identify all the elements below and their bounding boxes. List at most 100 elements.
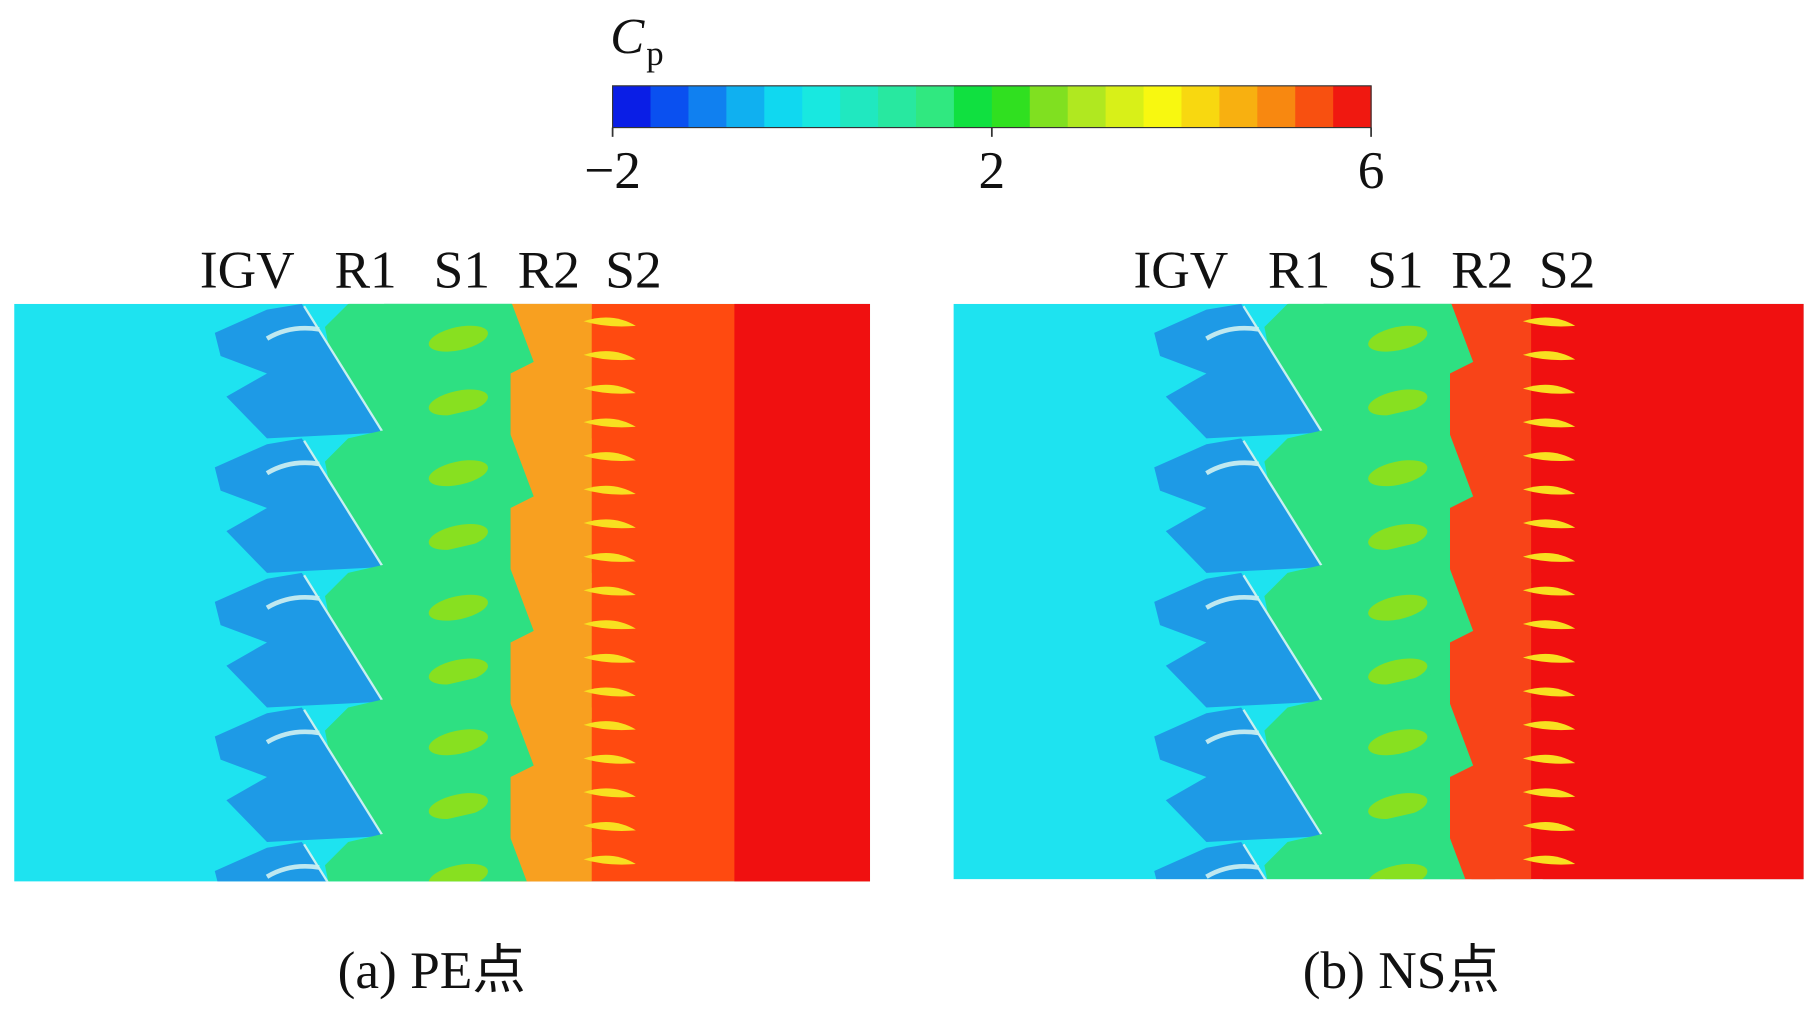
- s2-blade: [584, 957, 636, 966]
- s2-blade: [583, 351, 636, 361]
- s1-blade: [1368, 325, 1428, 352]
- s2-blade: [583, 317, 636, 327]
- colorbar-segment: [688, 85, 727, 128]
- s2-blade: [584, 923, 636, 932]
- shock-line: [303, 709, 384, 837]
- blade-row-label: IGV: [200, 240, 295, 300]
- colorbar-segment: [915, 85, 955, 128]
- shock-line: [303, 305, 384, 434]
- colorbar-segment: [726, 85, 765, 128]
- s2-blade: [583, 384, 636, 394]
- s2-blade: [1523, 217, 1575, 226]
- s1-blade: [428, 460, 488, 487]
- s1-blade: [1368, 594, 1428, 621]
- shock-line: [1242, 305, 1324, 434]
- colorbar-segment: [1219, 85, 1258, 128]
- region-r1: [1264, 807, 1466, 880]
- s2-blade: [583, 452, 636, 462]
- blade-row-label: S1: [1367, 240, 1423, 300]
- s2-blade: [583, 418, 636, 428]
- s1-blade: [1368, 389, 1428, 416]
- region-igv: [1154, 438, 1323, 573]
- s1-blade: [428, 863, 488, 882]
- contour-panel: [14, 187, 871, 966]
- region-igv: [214, 707, 383, 842]
- colorbar-segment: [991, 85, 1031, 128]
- s2-blade: [1523, 788, 1576, 798]
- s2-blade: [583, 519, 636, 529]
- colorbar-segment: [650, 85, 690, 128]
- region-igv: [1154, 707, 1323, 842]
- region-igv: [1154, 303, 1323, 439]
- igv-blade: [1206, 194, 1258, 204]
- s2-blade: [584, 889, 636, 898]
- s2-blade: [583, 586, 636, 596]
- blade-row-label: S2: [1539, 240, 1595, 300]
- igv-blade: [1205, 325, 1259, 341]
- colorbar-tick-label: −2: [584, 140, 641, 200]
- s2-blade: [583, 620, 636, 630]
- region-r2: [530, 841, 592, 882]
- panel-caption: (a) PE点: [338, 940, 526, 1000]
- s2-blade: [1523, 552, 1576, 562]
- region-igv: [214, 572, 383, 708]
- igv-blade: [1205, 460, 1259, 476]
- s2-blade: [583, 653, 636, 663]
- s2-blade: [583, 721, 636, 731]
- colorbar-segment: [1105, 85, 1145, 128]
- colorbar-segment: [840, 85, 879, 128]
- igv-blade: [267, 194, 319, 204]
- colorbar-tick-label: 6: [1358, 140, 1385, 200]
- colorbar-segment: [953, 85, 993, 128]
- s2-blade: [1523, 317, 1576, 327]
- igv-blade: [1205, 864, 1259, 879]
- igv-blade: [265, 594, 320, 610]
- colorbar-tick-label: 2: [979, 140, 1006, 200]
- s2-blade: [1523, 519, 1576, 529]
- s1-blade: [1368, 524, 1428, 550]
- s1-blade: [426, 187, 490, 222]
- shock-line: [1242, 440, 1324, 568]
- blade-row-label: S1: [434, 240, 490, 300]
- region-r1: [324, 807, 527, 882]
- s2-blade: [1523, 351, 1576, 361]
- s1-blade: [428, 594, 488, 621]
- s2-blade: [1523, 384, 1576, 394]
- s2-blade: [1523, 452, 1576, 462]
- region-igv: [1154, 572, 1323, 708]
- s1-blade: [1368, 658, 1428, 685]
- s2-blade: [1523, 418, 1576, 428]
- s2-blade: [583, 552, 636, 562]
- s1-blade: [1368, 729, 1428, 756]
- s2-blade: [583, 822, 636, 831]
- igv-blade: [265, 729, 320, 745]
- s1-blade: [1368, 793, 1428, 820]
- s1-blade: [1368, 863, 1428, 880]
- shock-line: [303, 843, 329, 882]
- shock-line: [1242, 574, 1324, 703]
- region-igv: [1154, 841, 1265, 880]
- colorbar-segment: [612, 85, 652, 128]
- colorbar-segment: [878, 85, 917, 128]
- s1-blade: [428, 793, 488, 820]
- blade-row-label: R1: [334, 240, 396, 300]
- s2-blade: [1523, 687, 1576, 697]
- region-igv: [214, 841, 327, 882]
- s1-blade: [428, 729, 488, 756]
- s2-blade: [583, 687, 636, 697]
- s2-blade: [1523, 653, 1576, 663]
- colorbar-label-sub: p: [646, 34, 663, 73]
- s2-blade: [583, 788, 636, 798]
- region-tail: [734, 303, 871, 882]
- shock-line: [1242, 843, 1267, 880]
- colorbar-segment: [1295, 85, 1334, 128]
- blade-row-label: IGV: [1133, 240, 1228, 300]
- igv-blade: [1205, 729, 1259, 745]
- s2-blade: [1523, 586, 1576, 596]
- s2-blade: [1523, 923, 1575, 932]
- blade-row-label: R1: [1268, 240, 1330, 300]
- s2-blade: [1523, 754, 1576, 764]
- igv-blade: [265, 325, 320, 341]
- s2-blade: [1523, 721, 1576, 731]
